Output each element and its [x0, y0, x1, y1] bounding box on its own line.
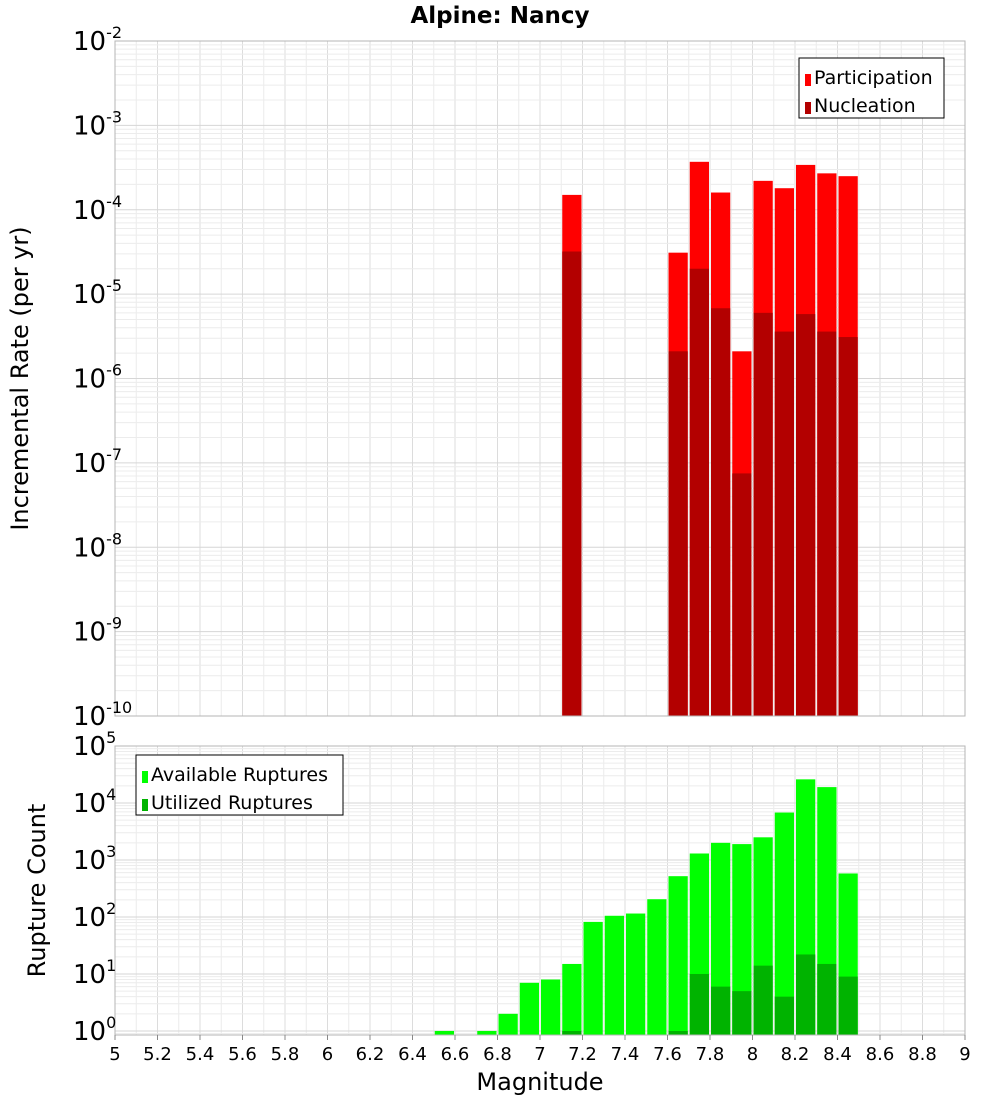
- legend-label-1: Nucleation: [814, 95, 916, 117]
- x-tick-label: 6.6: [441, 1044, 470, 1065]
- bar-nucleation: [668, 351, 688, 716]
- bar-available-ruptures: [477, 1030, 497, 1035]
- x-tick-label: 7.4: [611, 1044, 640, 1065]
- y-axis-label-0: Incremental Rate (per yr): [6, 226, 34, 530]
- x-tick-label: 7.6: [653, 1044, 682, 1065]
- legend-box: [135, 754, 344, 816]
- bar-utilized-ruptures: [668, 1030, 688, 1035]
- x-tick-label: 5.4: [186, 1044, 215, 1065]
- y-tick-label: 10-5: [73, 276, 122, 310]
- plot-border-0: [114, 40, 966, 717]
- bar-available-ruptures: [604, 915, 624, 1035]
- bar-utilized-ruptures: [711, 986, 731, 1035]
- panel-0: 10-10 10-9 10-8 10-7 10-6 10-5 10-4 10-3 10-2 Inc…: [6, 23, 966, 732]
- x-tick-label: 5.6: [228, 1044, 257, 1065]
- bar-nucleation: [732, 473, 752, 716]
- x-tick-label: 7.8: [696, 1044, 725, 1065]
- bar-available-ruptures: [583, 921, 603, 1035]
- bar-utilized-ruptures: [817, 963, 837, 1035]
- y-axis-label-1: Rupture Count: [23, 804, 51, 978]
- x-tick-label: 8.6: [866, 1044, 895, 1065]
- panel-1: 100 101 102 103 104 105 Rupture Count Available…: [23, 728, 966, 1047]
- bar-utilized-ruptures: [689, 973, 709, 1035]
- x-tick-label: 5.8: [271, 1044, 300, 1065]
- bar-available-ruptures: [732, 844, 752, 1035]
- bar-utilized-ruptures: [838, 976, 858, 1035]
- bar-nucleation: [562, 251, 582, 716]
- y-tick-label: 10-3: [73, 107, 122, 141]
- bar-available-ruptures: [519, 982, 539, 1035]
- bar-utilized-ruptures: [774, 996, 794, 1035]
- bar-available-ruptures: [434, 1030, 454, 1035]
- y-tick-label: 10-9: [73, 614, 122, 648]
- y-tick-label: 103: [73, 842, 116, 876]
- x-tick-label: 6.4: [398, 1044, 427, 1065]
- y-tick-label: 10-4: [73, 192, 122, 226]
- bar-nucleation: [838, 337, 858, 716]
- legend-0: Participation Nucleation: [798, 57, 945, 119]
- x-tick-label: 6.2: [356, 1044, 385, 1065]
- bar-available-ruptures: [774, 812, 794, 1035]
- chart-title: Alpine: Nancy: [411, 3, 590, 29]
- x-tick-label: 9: [959, 1044, 970, 1065]
- bar-available-ruptures: [541, 979, 561, 1035]
- x-axis-label: Magnitude: [476, 1068, 603, 1096]
- y-tick-label: 10-6: [73, 361, 122, 395]
- legend-box: [798, 57, 945, 119]
- bar-nucleation: [711, 308, 731, 716]
- bar-nucleation: [796, 314, 816, 716]
- y-tick-label: 101: [73, 956, 116, 990]
- bar-available-ruptures: [562, 963, 582, 1035]
- bar-nucleation: [817, 331, 837, 716]
- y-tick-label: 104: [73, 785, 116, 819]
- x-tick-label: 8: [747, 1044, 758, 1065]
- bar-available-ruptures: [498, 1013, 518, 1035]
- y-tick-label: 105: [73, 728, 116, 762]
- x-tick-label: 8.4: [823, 1044, 852, 1065]
- y-tick-label: 10-8: [73, 529, 122, 563]
- y-tick-label: 10-10: [73, 698, 132, 732]
- bar-nucleation: [774, 331, 794, 716]
- legend-swatch-0: [142, 771, 148, 783]
- x-tick-label: 6.8: [483, 1044, 512, 1065]
- bar-nucleation: [689, 268, 709, 716]
- bar-utilized-ruptures: [732, 991, 752, 1035]
- y-tick-label: 10-7: [73, 445, 122, 479]
- legend-label-1: Utilized Ruptures: [151, 792, 313, 814]
- legend-1: Available Ruptures Utilized Ruptures: [135, 754, 344, 816]
- x-tick-label: 8.2: [781, 1044, 810, 1065]
- y-tick-label: 10-2: [73, 23, 122, 57]
- x-tick-label: 5: [109, 1044, 120, 1065]
- x-tick-label: 7: [534, 1044, 545, 1065]
- y-tick-label: 100: [73, 1013, 116, 1047]
- x-tick-label: 8.8: [908, 1044, 937, 1065]
- legend-swatch-0: [805, 74, 811, 86]
- x-tick-label: 5.2: [143, 1044, 172, 1065]
- legend-label-0: Available Ruptures: [151, 764, 328, 786]
- bar-utilized-ruptures: [562, 1030, 582, 1035]
- bar-utilized-ruptures: [796, 954, 816, 1035]
- bar-utilized-ruptures: [753, 965, 773, 1035]
- legend-swatch-1: [142, 799, 148, 811]
- bar-nucleation: [753, 312, 773, 716]
- y-tick-label: 102: [73, 899, 116, 933]
- bar-available-ruptures: [668, 876, 688, 1035]
- x-tick-label: 7.2: [568, 1044, 597, 1065]
- bar-available-ruptures: [626, 913, 646, 1035]
- x-tick-label: 6: [322, 1044, 333, 1065]
- legend-swatch-1: [805, 102, 811, 114]
- legend-label-0: Participation: [814, 67, 933, 89]
- bar-available-ruptures: [647, 899, 667, 1035]
